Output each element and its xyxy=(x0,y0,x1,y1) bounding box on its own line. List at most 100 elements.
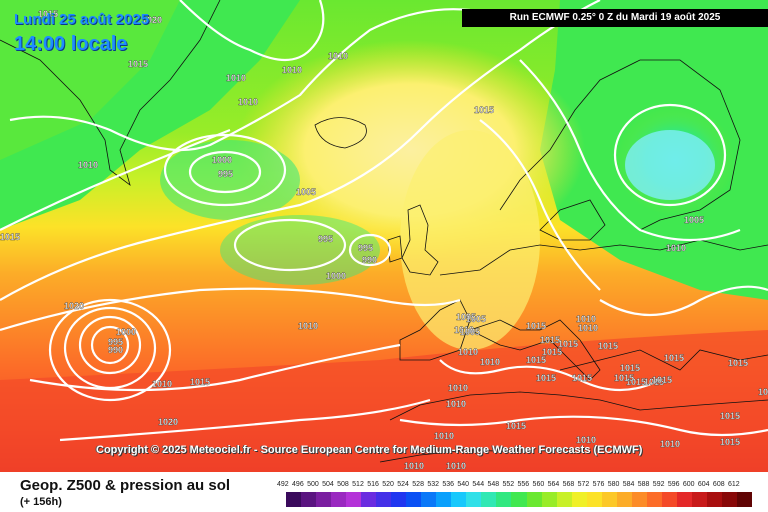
forecast-map: 1015 1020 1015 1010 1010 1010 1010 1000 995 1010 1… xyxy=(0,0,768,472)
isobar-label: 1010 xyxy=(454,325,474,335)
scale-swatch xyxy=(466,492,482,507)
isobar-label: 1015 xyxy=(720,437,740,447)
scale-swatch xyxy=(346,492,362,507)
isobar-label: 1000 xyxy=(212,155,232,165)
forecast-local-time: 14:00 locale xyxy=(14,33,128,55)
isobar-label: 1010 xyxy=(578,323,598,333)
isobar-label: 1010 xyxy=(434,431,454,441)
scale-swatch xyxy=(736,492,752,507)
isobar-label: 1015 xyxy=(620,363,640,373)
isobar-label: 1005 xyxy=(460,327,480,337)
scale-swatch xyxy=(436,492,452,507)
coastlines xyxy=(0,0,768,463)
scale-swatch xyxy=(316,492,332,507)
isobar-label: 1015 xyxy=(128,59,148,69)
scale-label: 500 xyxy=(307,481,319,488)
scale-label: 612 xyxy=(727,481,740,488)
scale-swatch xyxy=(586,492,602,507)
scale-label: 540 xyxy=(457,481,470,488)
isobars xyxy=(0,0,768,440)
isobar-label: 1015 xyxy=(526,321,546,331)
isobar-label: 1015 xyxy=(664,353,684,363)
isobar-label: 1020 xyxy=(64,301,84,311)
isobar-label: 1010 xyxy=(576,435,596,445)
isobar-label: 1015 xyxy=(506,421,526,431)
isobar-label: 1015 xyxy=(190,377,210,387)
scale-swatch xyxy=(556,492,572,507)
scale-swatch xyxy=(676,492,692,507)
scale-label: 576 xyxy=(592,481,605,488)
color-scale-bar xyxy=(286,492,752,507)
scale-swatch xyxy=(511,492,527,507)
scale-swatch xyxy=(721,492,737,507)
scale-label: 608 xyxy=(712,481,725,488)
isobar-label: 1000 xyxy=(326,271,346,281)
model-run-label: Run ECMWF 0.25° 0 Z du Mardi 19 août 202… xyxy=(462,9,768,27)
isobar-label: 1005 xyxy=(296,187,316,197)
scale-swatch xyxy=(391,492,407,507)
scale-label: 544 xyxy=(472,481,485,488)
isobar-label: 995 xyxy=(358,243,373,253)
isobar-label: 1010 xyxy=(238,97,258,107)
scale-label: 508 xyxy=(337,481,349,488)
scale-swatch xyxy=(631,492,647,507)
scale-swatch xyxy=(541,492,557,507)
isobar-label: 1005 xyxy=(456,312,476,322)
scale-label: 604 xyxy=(697,481,710,488)
scale-label: 556 xyxy=(517,481,530,488)
isobar-label: 1015 xyxy=(720,411,740,421)
scale-label: 572 xyxy=(577,481,590,488)
isobar-label: 990 xyxy=(362,255,377,265)
isobar-label: 1005 xyxy=(466,314,486,324)
scale-swatch xyxy=(406,492,422,507)
scale-label: 512 xyxy=(352,481,364,488)
isobar-label: 1020 xyxy=(158,417,178,427)
isobar-label: 1010 xyxy=(448,383,468,393)
scale-swatch xyxy=(361,492,377,507)
isobar-label: 1020 xyxy=(142,15,162,25)
scale-label: 524 xyxy=(397,481,409,488)
isobar-label: 1010 xyxy=(404,461,424,471)
isobar-label: 1015 xyxy=(542,347,562,357)
copyright-notice: Copyright © 2025 Meteociel.fr - Source E… xyxy=(96,444,643,456)
isobar-label: 1010 xyxy=(282,65,302,75)
scale-label: 504 xyxy=(322,481,334,488)
forecast-lead-time: (+ 156h) xyxy=(20,496,62,508)
scale-label: 600 xyxy=(682,481,695,488)
color-scale-labels: 492 496 500 504 508 512 516 520 524 528 532 536 540 5… xyxy=(277,481,748,491)
isobar-label: 1015 xyxy=(758,387,768,397)
scale-swatch xyxy=(286,492,302,507)
scale-label: 568 xyxy=(562,481,575,488)
scale-swatch xyxy=(526,492,542,507)
scale-label: 596 xyxy=(667,481,680,488)
scale-label: 580 xyxy=(607,481,620,488)
isobar-label: 1015 xyxy=(626,377,646,387)
scale-label: 584 xyxy=(622,481,635,488)
scale-swatch xyxy=(706,492,722,507)
isobar-label: 995 xyxy=(318,234,333,244)
isobar-label: 1010 xyxy=(152,379,172,389)
isobar-label: 1015 xyxy=(728,358,748,368)
scale-swatch xyxy=(616,492,632,507)
scale-swatch xyxy=(646,492,662,507)
isobar-label: 1015 xyxy=(652,375,672,385)
isobar-label: 1015 xyxy=(558,339,578,349)
scale-label: 564 xyxy=(547,481,560,488)
scale-label: 528 xyxy=(412,481,424,488)
isobar-label: 1010 xyxy=(226,73,246,83)
scale-label: 552 xyxy=(502,481,515,488)
isobar-label: 995 xyxy=(108,337,123,347)
scale-swatch xyxy=(496,492,512,507)
scale-label: 536 xyxy=(442,481,455,488)
isobar-label: 1015 xyxy=(572,373,592,383)
scale-label: 492 xyxy=(277,481,289,488)
scale-label: 588 xyxy=(637,481,650,488)
scale-swatch xyxy=(331,492,347,507)
scale-swatch xyxy=(481,492,497,507)
scale-swatch xyxy=(691,492,707,507)
scale-label: 496 xyxy=(292,481,304,488)
isobar-label: 1015 xyxy=(0,232,20,242)
isobar-label: 1010 xyxy=(480,357,500,367)
scale-label: 532 xyxy=(427,481,439,488)
isobar-label: 990 xyxy=(108,345,123,355)
